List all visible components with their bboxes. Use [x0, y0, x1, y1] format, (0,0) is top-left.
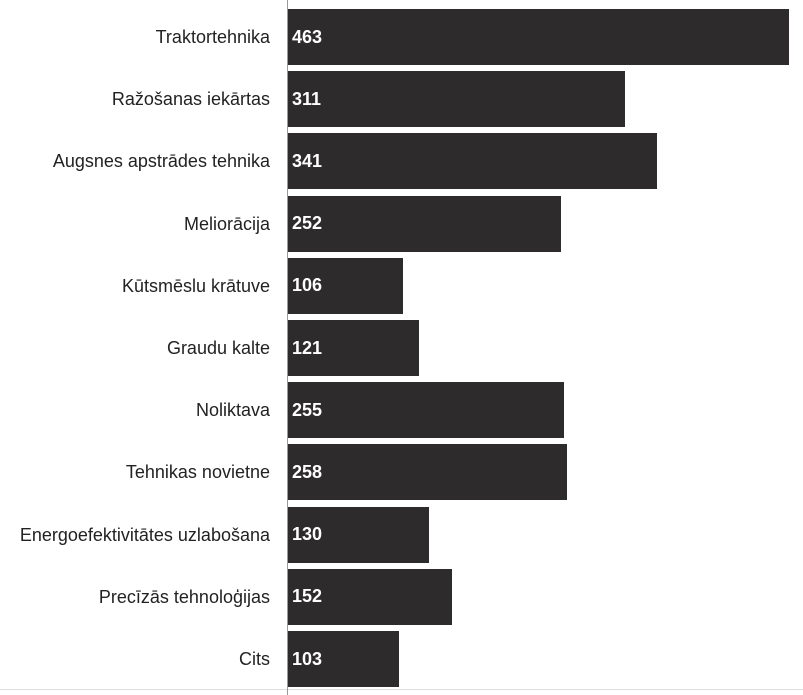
bar [288, 382, 564, 439]
bar [288, 506, 429, 563]
bar [288, 133, 657, 190]
category-label: Energoefektivitātes uzlabošana [19, 524, 270, 545]
value-label: 130 [292, 524, 323, 545]
category-label: Precīzās tehnoloģijas [98, 586, 270, 607]
value-label: 311 [292, 88, 322, 109]
baseline [0, 689, 803, 690]
value-label: 152 [292, 586, 323, 607]
category-label: Kūtsmēslu krātuve [121, 275, 270, 296]
bar [288, 71, 625, 128]
bar [288, 631, 400, 687]
bar [288, 257, 403, 314]
category-label: Cits [239, 649, 270, 669]
value-label: 341 [292, 150, 323, 171]
category-label: Graudu kalte [166, 338, 270, 358]
category-label: Augsnes apstrādes tehnika [52, 151, 270, 172]
bar [288, 444, 568, 501]
category-label: Meliorācija [183, 213, 270, 234]
y-axis-line [287, 0, 288, 695]
value-label: 255 [292, 399, 323, 420]
bar [288, 195, 561, 252]
value-label: 258 [292, 461, 323, 482]
value-label: 121 [292, 337, 323, 358]
value-label: 103 [292, 648, 323, 669]
value-label: 106 [292, 275, 323, 296]
bar [288, 320, 419, 376]
bar [288, 9, 789, 65]
category-label: Traktortehnika [155, 27, 270, 47]
category-label: Ražošanas iekārtas [111, 89, 270, 110]
bar [288, 568, 453, 625]
category-label: Noliktava [195, 400, 270, 421]
value-label: 463 [292, 26, 323, 47]
value-label: 252 [292, 213, 323, 234]
category-label: Tehnikas novietne [125, 462, 270, 483]
